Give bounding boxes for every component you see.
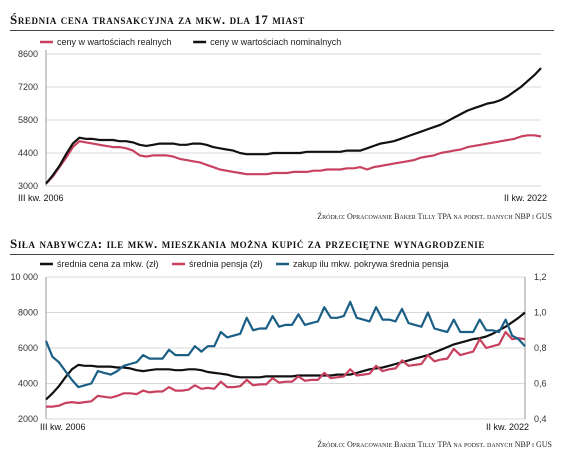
y-right-tick-label: 1,0: [534, 308, 547, 318]
y-right-tick-label: 0,8: [534, 343, 547, 353]
y-left-tick-label: 4000: [18, 379, 38, 389]
y-right-tick-label: 1,2: [534, 272, 547, 282]
series-line: [45, 67, 542, 185]
series-line: [45, 311, 526, 401]
y-tick-label: 7200: [18, 82, 38, 92]
y-tick-label: 3000: [18, 181, 38, 191]
y-left-tick-label: 8000: [18, 308, 38, 318]
chart-1-title: Średnia cena transakcyjna za mkw. dla 17…: [10, 12, 305, 27]
series-line: [46, 330, 526, 408]
chart-2-source: Źródło: Opracowanie Baker Tilly TPA na p…: [317, 440, 552, 449]
y-left-tick-label: 6000: [18, 343, 38, 353]
y-tick-label: 5800: [18, 115, 38, 125]
chart-2-title: Siła nabywcza: ile mkw. mieszkania można…: [10, 236, 486, 251]
legend-label: średnia cena za mkw. (zł): [57, 259, 159, 269]
legend-label: ceny w wartościach realnych: [57, 37, 172, 47]
x-start-label: III kw. 2006: [18, 193, 64, 203]
series-line: [44, 300, 526, 389]
x-start-label: III kw. 2006: [40, 422, 86, 432]
x-end-label: II kw. 2022: [504, 193, 547, 203]
y-right-tick-label: 0,4: [534, 414, 547, 424]
chart-1-title-rule: [10, 30, 554, 31]
chart-1-svg: 3000 4400 5800 7200 8600 ceny w wartościach r…: [18, 37, 547, 203]
chart-1-source: Źródło: Opracowanie Baker Tilly TPA na p…: [317, 212, 552, 221]
legend-label: ceny w wartościach nominalnych: [210, 37, 341, 47]
legend-label: zakup ilu mkw. pokrywa średnia pensja: [293, 259, 449, 269]
y-tick-label: 8600: [18, 49, 38, 59]
chart-2-title-rule: [10, 254, 554, 255]
y-left-tick-label: 10 000: [10, 272, 38, 282]
x-end-label: II kw. 2022: [486, 422, 529, 432]
y-tick-label: 4400: [18, 148, 38, 158]
legend-label: średnia pensja (zł): [189, 259, 263, 269]
y-right-tick-label: 0,6: [534, 379, 547, 389]
series-line: [45, 134, 542, 185]
y-left-tick-label: 2000: [18, 414, 38, 424]
